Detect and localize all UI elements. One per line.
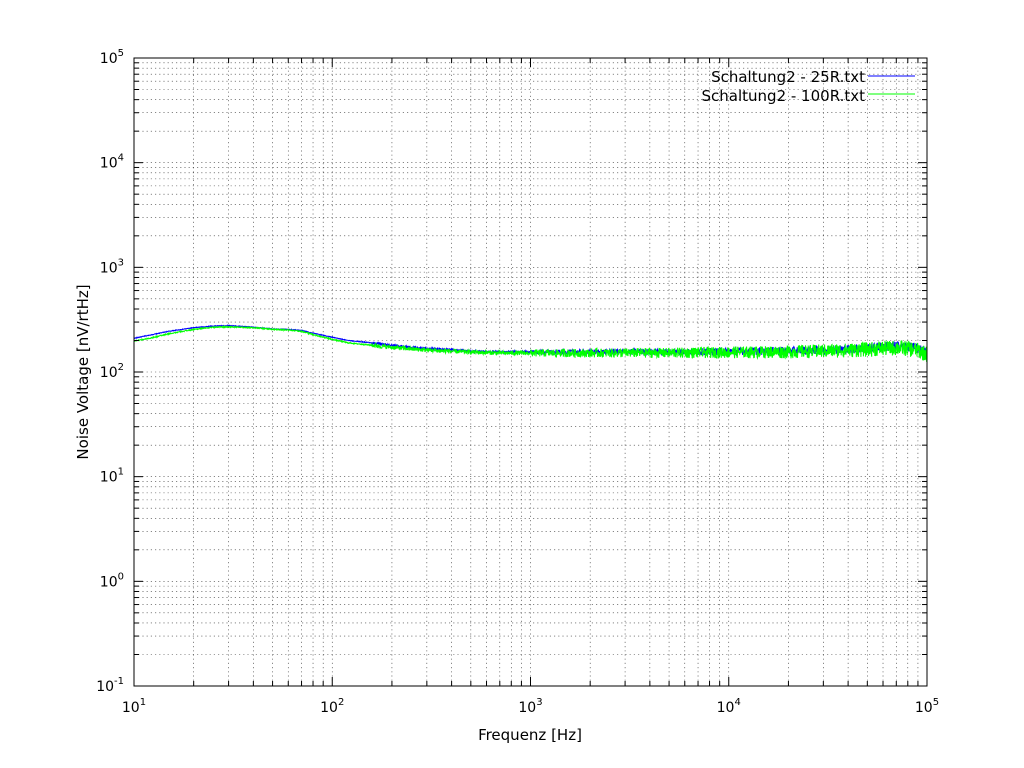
x-tick-label: 101	[122, 697, 146, 716]
y-tick-label-base: 10	[100, 156, 118, 172]
legend: Schaltung2 - 25R.txt Schaltung2 - 100R.t…	[702, 68, 915, 105]
x-axis-label: Frequenz [Hz]	[478, 726, 582, 744]
y-tick-label-exponent: 1	[118, 467, 124, 478]
y-tick-label: 102	[100, 362, 124, 381]
y-tick-label: 10-1	[96, 676, 124, 695]
y-tick-label-base: 10	[100, 470, 118, 486]
x-tick-label-exponent: 5	[933, 697, 939, 708]
x-tick-label-exponent: 4	[734, 697, 740, 708]
x-tick-label-exponent: 1	[140, 697, 146, 708]
y-tick-label-base: 10	[100, 365, 118, 381]
x-tick-label: 104	[717, 697, 741, 716]
y-tick-label-exponent: -1	[114, 676, 124, 687]
y-tick-label-base: 10	[100, 260, 118, 276]
y-tick-label-base: 10	[100, 51, 118, 67]
legend-label-series-2: Schaltung2 - 100R.txt	[702, 87, 866, 105]
y-tick-label: 104	[100, 153, 124, 172]
x-tick-label: 102	[320, 697, 344, 716]
x-tick-label-base: 10	[320, 700, 338, 716]
y-tick-label-exponent: 4	[118, 153, 124, 164]
x-tick-label-base: 10	[915, 700, 933, 716]
legend-label-series-1: Schaltung2 - 25R.txt	[711, 68, 865, 86]
y-tick-label-exponent: 5	[118, 48, 124, 59]
y-tick-label-exponent: 0	[118, 571, 124, 582]
x-tick-label-exponent: 2	[338, 697, 344, 708]
axis-ticks	[133, 57, 928, 687]
x-tick-label: 105	[915, 697, 939, 716]
y-tick-label-base: 10	[96, 679, 114, 695]
x-tick-label-base: 10	[717, 700, 735, 716]
y-tick-label: 105	[100, 48, 124, 67]
x-tick-labels: 101 102 103 104 105	[122, 697, 939, 716]
y-tick-label: 100	[100, 571, 124, 590]
series-line-2	[133, 324, 928, 366]
x-tick-label: 103	[518, 697, 542, 716]
y-tick-label-base: 10	[100, 574, 118, 590]
y-tick-label: 101	[100, 467, 124, 486]
x-tick-label-base: 10	[518, 700, 536, 716]
y-tick-label-exponent: 3	[118, 257, 124, 268]
grid-lines	[133, 57, 928, 687]
x-tick-label-base: 10	[122, 700, 140, 716]
y-tick-label-exponent: 2	[118, 362, 124, 373]
x-tick-label-exponent: 3	[536, 697, 542, 708]
y-axis-label: Noise Voltage [nV/rtHz]	[74, 284, 92, 459]
series-layer	[133, 324, 928, 366]
y-tick-label: 103	[100, 257, 124, 276]
